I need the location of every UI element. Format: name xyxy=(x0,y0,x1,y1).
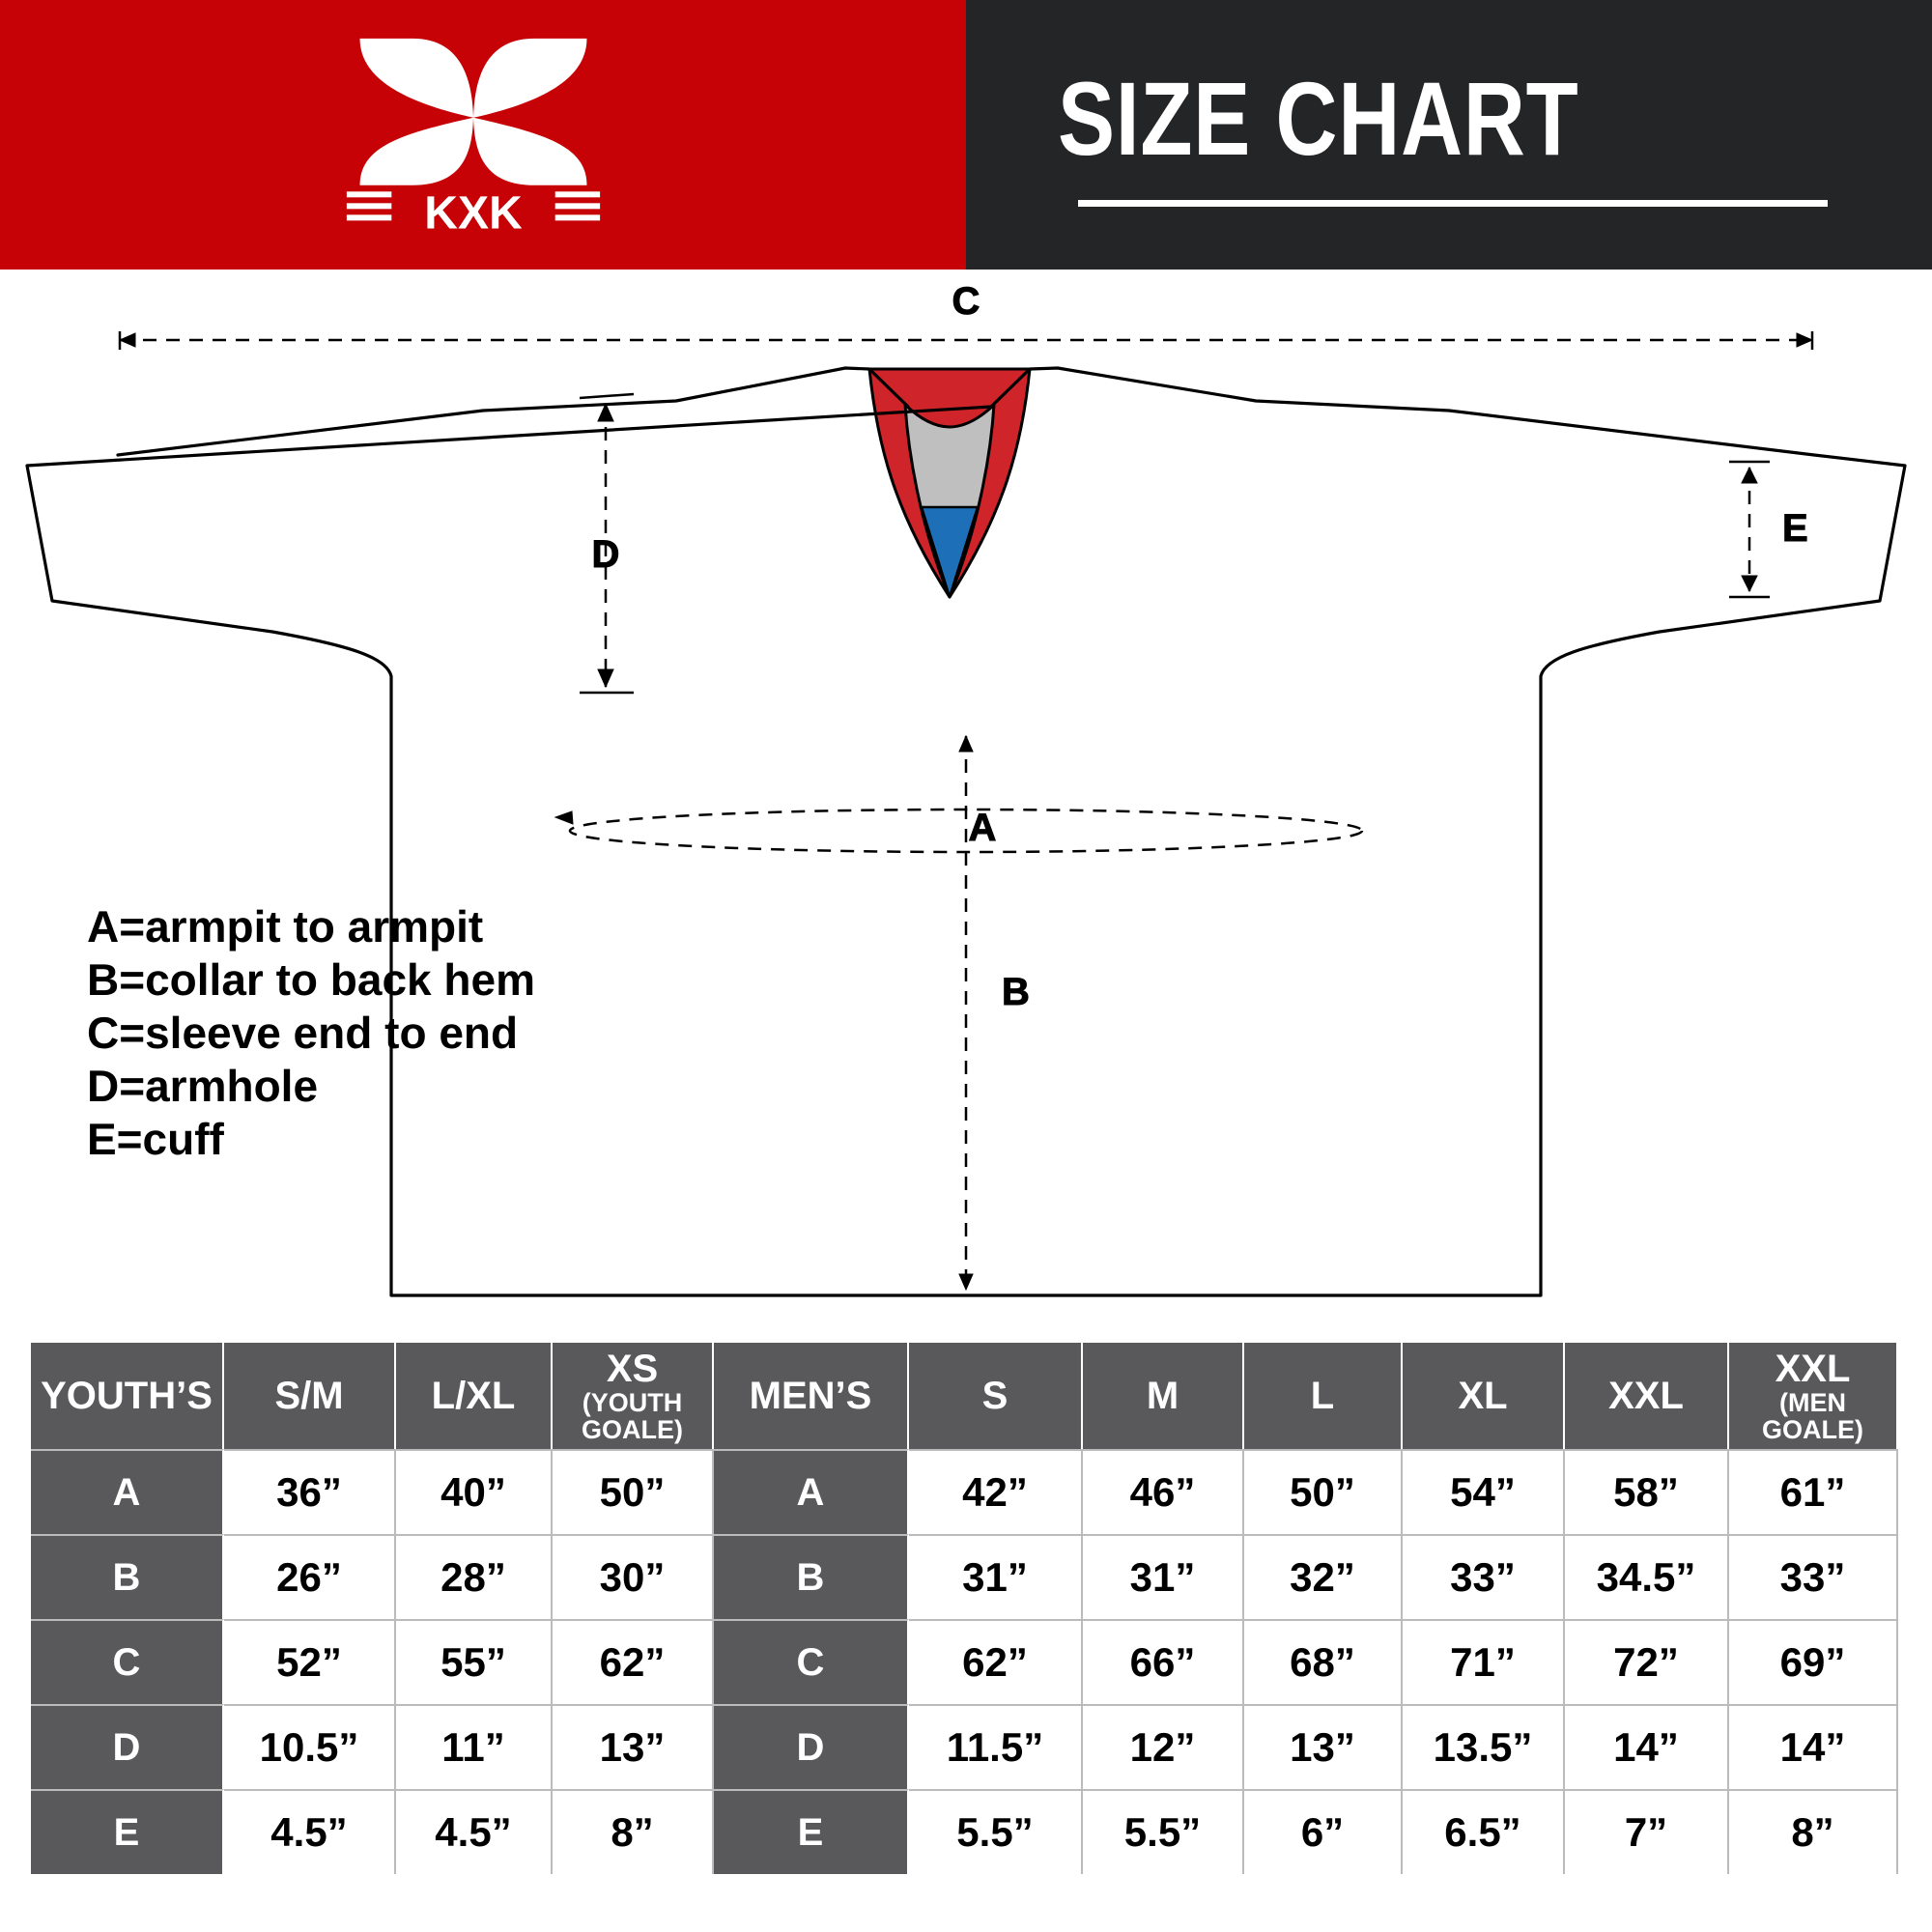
svg-text:C: C xyxy=(952,280,980,323)
svg-text:B=collar to back hem: B=collar to back hem xyxy=(87,954,535,1005)
svg-text:D=armhole: D=armhole xyxy=(87,1061,318,1111)
svg-text:E: E xyxy=(1782,507,1808,550)
svg-text:A=armpit to armpit: A=armpit to armpit xyxy=(87,901,483,952)
svg-text:B: B xyxy=(1002,971,1030,1013)
svg-text:C=sleeve end to end: C=sleeve end to end xyxy=(87,1008,518,1058)
svg-text:A: A xyxy=(969,807,997,849)
svg-text:E=cuff: E=cuff xyxy=(87,1114,225,1164)
